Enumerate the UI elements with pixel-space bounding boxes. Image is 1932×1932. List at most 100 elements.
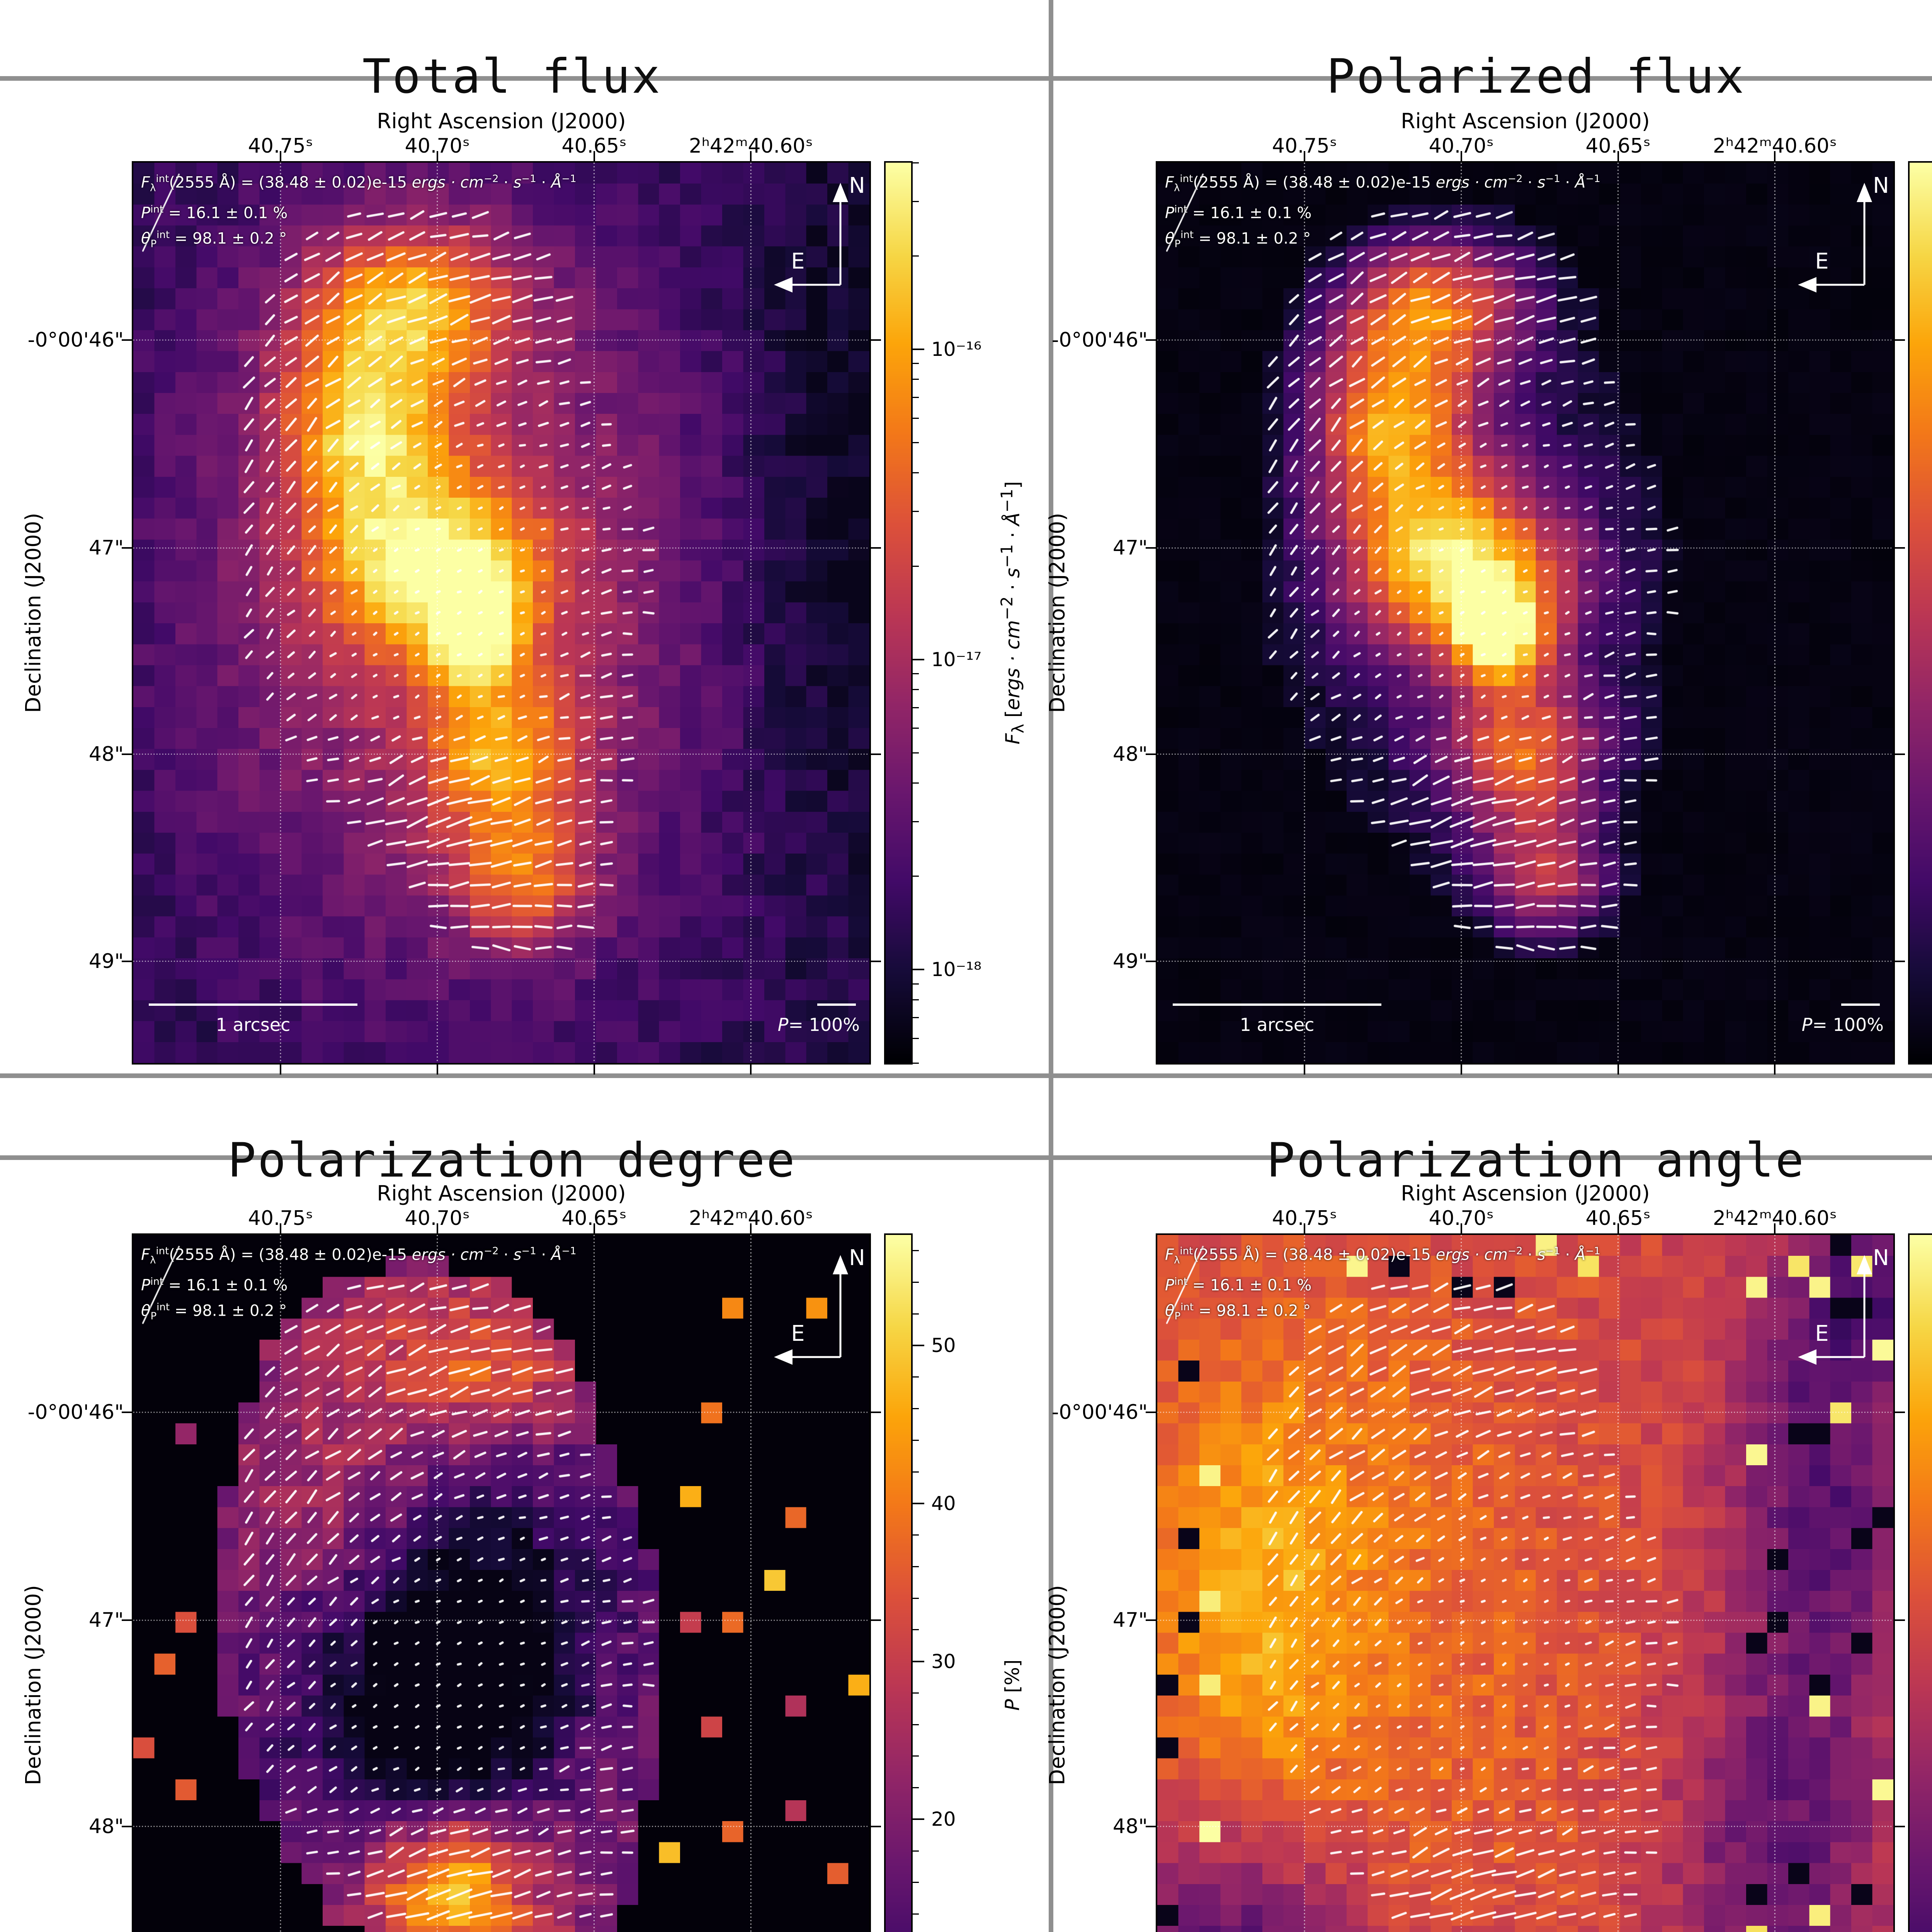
y-tick-label: -0°00'46" bbox=[27, 328, 124, 352]
colorbar bbox=[884, 161, 913, 1065]
colorbar-minor-tick bbox=[913, 1408, 919, 1410]
colorbar-tick-label: 10⁻¹⁸ bbox=[931, 958, 982, 981]
colorbar-minor-tick bbox=[913, 1913, 919, 1915]
integrated-values-annotation: Fλint(2555 Å) = (38.48 ± 0.02)e-15 ergs … bbox=[1165, 1240, 1600, 1327]
colorbar-minor-tick bbox=[913, 1439, 919, 1441]
scalebar-label: 1 arcsec bbox=[216, 1014, 291, 1035]
colorbar-minor-tick bbox=[913, 1282, 919, 1283]
vector-legend-label: P= 100% bbox=[777, 1014, 860, 1035]
colorbar-minor-tick bbox=[913, 1250, 919, 1252]
sky-map-plot: Fλint(2555 Å) = (38.48 ± 0.02)e-15 ergs … bbox=[132, 1233, 871, 1932]
y-tick-mark bbox=[122, 1825, 132, 1827]
colorbar-minor-tick bbox=[913, 162, 919, 163]
sky-map-plot: Fλint(2555 Å) = (38.48 ± 0.02)e-15 ergs … bbox=[1156, 161, 1895, 1065]
x-tick-mark bbox=[593, 151, 595, 161]
sky-map-plot: Fλint(2555 Å) = (38.48 ± 0.02)e-15 ergs … bbox=[132, 161, 871, 1065]
colorbar-tick-label: 30 bbox=[931, 1650, 956, 1673]
colorbar-minor-tick bbox=[913, 876, 919, 877]
x-tick-mark bbox=[750, 151, 752, 161]
y-tick-label: 49" bbox=[1112, 949, 1148, 973]
colorbar-tick-mark bbox=[913, 349, 924, 350]
y-tick-mark bbox=[122, 1619, 132, 1621]
x-tick-mark bbox=[280, 1223, 281, 1233]
x-axis-label: Right Ascension (J2000) bbox=[1401, 1181, 1650, 1206]
x-tick-mark bbox=[436, 1065, 438, 1075]
x-tick-mark bbox=[1304, 151, 1305, 161]
y-tick-label: 48" bbox=[1112, 1815, 1148, 1838]
vector-overlay-canvas bbox=[1157, 1235, 1893, 1932]
y-tick-label: 47" bbox=[1112, 1609, 1148, 1632]
colorbar-minor-tick bbox=[913, 1313, 919, 1315]
colorbar-minor-tick bbox=[913, 565, 919, 567]
y-tick-mark bbox=[1895, 339, 1905, 341]
annotation-pol-degree: Pint = 16.1 ± 0.1 % bbox=[1165, 1276, 1312, 1294]
annotation-pol-angle: θPint = 98.1 ± 0.2 ° bbox=[141, 1301, 287, 1322]
annotation-flux: Fλint(2555 Å) = (38.48 ± 0.02)e-15 ergs … bbox=[141, 1245, 577, 1266]
y-tick-mark bbox=[1146, 1412, 1156, 1413]
annotation-pol-angle: θPint = 98.1 ± 0.2 ° bbox=[1165, 229, 1311, 250]
east-label: E bbox=[791, 249, 804, 274]
y-tick-mark bbox=[871, 753, 881, 755]
y-tick-mark bbox=[122, 1412, 132, 1413]
annotation-pol-angle: θPint = 98.1 ± 0.2 ° bbox=[141, 229, 287, 250]
x-tick-mark bbox=[436, 151, 438, 161]
divider-bottom-titles bbox=[0, 1155, 1932, 1160]
colorbar-minor-tick bbox=[913, 1037, 919, 1039]
colorbar-minor-tick bbox=[913, 472, 919, 474]
compass-icon: N E bbox=[1798, 1245, 1889, 1365]
x-tick-mark bbox=[1617, 1223, 1619, 1233]
colorbar-tick-label: 10⁻¹⁶ bbox=[931, 338, 982, 361]
panel-title: Total flux bbox=[362, 49, 662, 104]
colorbar-minor-tick bbox=[913, 511, 919, 512]
compass-icon: N E bbox=[774, 173, 865, 293]
colorbar-label: Fλ [ergs · cm−2 · s−1 · Å−1] bbox=[997, 481, 1027, 745]
y-tick-label: 48" bbox=[1112, 742, 1148, 766]
colorbar-tick-mark bbox=[913, 1345, 924, 1347]
annotation-pol-degree: Pint = 16.1 ± 0.1 % bbox=[141, 1276, 288, 1294]
y-tick-mark bbox=[1895, 960, 1905, 962]
x-tick-mark bbox=[1774, 1223, 1776, 1233]
colorbar-gradient bbox=[1910, 1235, 1932, 1932]
x-axis-label: Right Ascension (J2000) bbox=[377, 109, 626, 133]
colorbar-minor-tick bbox=[913, 1534, 919, 1536]
x-tick-mark bbox=[750, 1065, 752, 1075]
annotation-flux: Fλint(2555 Å) = (38.48 ± 0.02)e-15 ergs … bbox=[1165, 173, 1600, 194]
colorbar-minor-tick bbox=[913, 255, 919, 257]
colorbar-minor-tick bbox=[913, 201, 919, 202]
colorbar-minor-tick bbox=[913, 1692, 919, 1694]
panel-title: Polarization angle bbox=[1266, 1133, 1806, 1188]
y-tick-mark bbox=[1895, 1412, 1905, 1413]
integrated-values-annotation: Fλint(2555 Å) = (38.48 ± 0.02)e-15 ergs … bbox=[141, 1240, 577, 1327]
colorbar-minor-tick bbox=[913, 417, 919, 419]
y-tick-mark bbox=[1146, 753, 1156, 755]
y-tick-mark bbox=[1146, 960, 1156, 962]
y-tick-label: 48" bbox=[88, 742, 124, 766]
y-tick-mark bbox=[871, 1619, 881, 1621]
colorbar-tick-mark bbox=[913, 1660, 924, 1662]
vector-overlay-canvas bbox=[1157, 163, 1893, 1063]
colorbar-tick-mark bbox=[913, 969, 924, 971]
y-tick-label: 48" bbox=[88, 1815, 124, 1838]
colorbar-gradient bbox=[886, 163, 911, 1063]
x-tick-mark bbox=[1304, 1065, 1305, 1075]
x-tick-mark bbox=[1617, 1065, 1619, 1075]
colorbar-minor-tick bbox=[913, 379, 919, 380]
colorbar-minor-tick bbox=[913, 363, 919, 364]
colorbar-minor-tick bbox=[913, 397, 919, 398]
y-tick-label: -0°00'46" bbox=[1051, 328, 1148, 352]
scalebar bbox=[1173, 1003, 1381, 1006]
panel-polarization-degree: Polarization degree Right Ascension (J20… bbox=[0, 1072, 1024, 1932]
colorbar-tick-label: 40 bbox=[931, 1492, 956, 1515]
colorbar-minor-tick bbox=[913, 983, 919, 985]
x-tick-mark bbox=[1460, 1223, 1462, 1233]
y-tick-label: -0°00'46" bbox=[27, 1401, 124, 1424]
x-tick-mark bbox=[436, 1223, 438, 1233]
colorbar-label: P [%] bbox=[1001, 1659, 1024, 1711]
y-tick-mark bbox=[1146, 339, 1156, 341]
colorbar bbox=[1908, 1233, 1932, 1932]
east-label: E bbox=[1815, 1321, 1828, 1346]
vector-legend-bar bbox=[1841, 1003, 1880, 1006]
scalebar bbox=[149, 1003, 357, 1006]
panel-title: Polarized flux bbox=[1326, 49, 1746, 104]
colorbar-minor-tick bbox=[913, 1755, 919, 1757]
